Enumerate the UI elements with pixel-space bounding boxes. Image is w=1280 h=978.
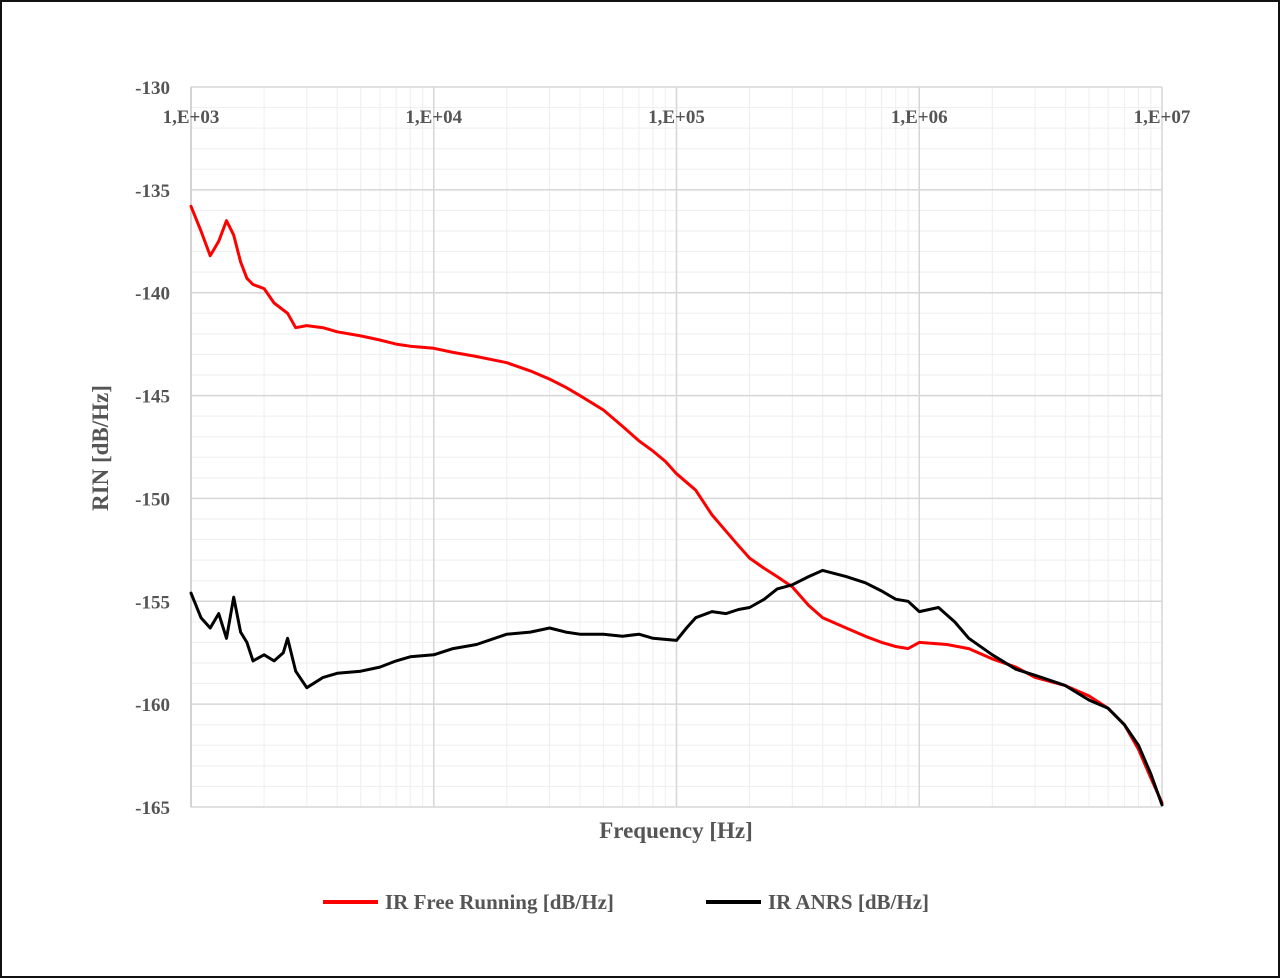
y-tick-label: -165 [135,798,170,819]
series-line-ir-free-running [189,204,1164,805]
y-tick-label: -140 [135,284,170,305]
x-tick-label: 1,E+06 [891,107,948,128]
legend: IR Free Running [dB/Hz] IR ANRS [dB/Hz] [323,890,929,914]
x-tick-labels: 1,E+03 1,E+04 1,E+05 1,E+06 1,E+07 [163,107,1191,128]
x-tick-label: 1,E+03 [163,107,220,128]
x-tick-label: 1,E+05 [648,107,705,128]
y-tick-label: -130 [135,78,170,99]
y-tick-label: -160 [135,695,170,716]
y-tick-label: -155 [135,592,170,613]
legend-label-ir-free-running: IR Free Running [dB/Hz] [385,890,614,914]
y-tick-label: -135 [135,181,170,202]
series-line-ir-anrs [189,568,1164,807]
legend-label-ir-anrs: IR ANRS [dB/Hz] [768,890,929,914]
y-tick-label: -145 [135,387,170,408]
y-tick-labels: -130 -135 -140 -145 -150 -155 -160 -165 [135,78,170,819]
y-tick-label: -150 [135,489,170,510]
x-tick-label: 1,E+07 [1134,107,1191,128]
y-axis-title: RIN [dB/Hz] [88,385,113,511]
x-axis-title: Frequency [Hz] [599,818,753,843]
major-gridlines [190,86,1163,808]
series-lines [189,204,1164,807]
x-tick-label: 1,E+04 [405,107,462,128]
